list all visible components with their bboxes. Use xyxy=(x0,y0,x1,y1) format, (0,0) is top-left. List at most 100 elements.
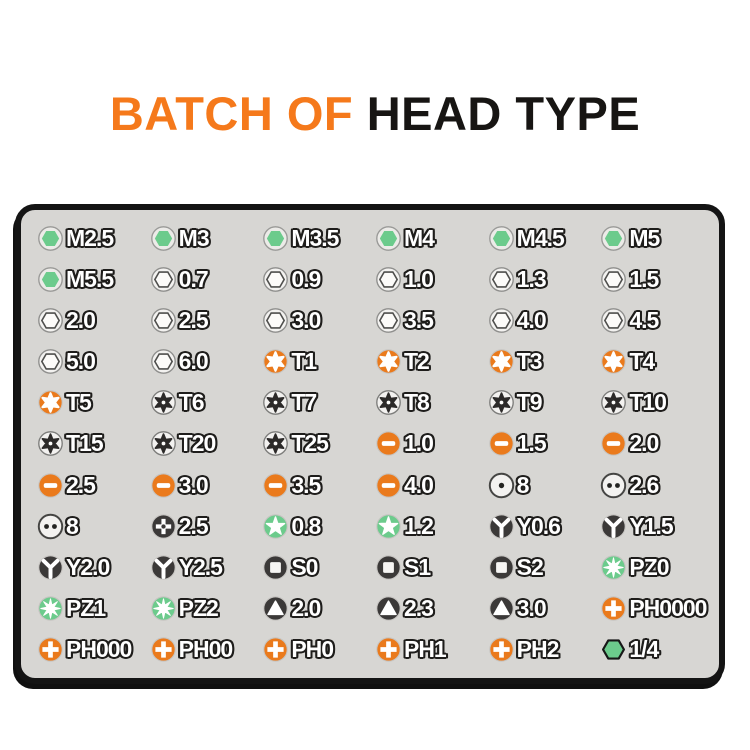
bit-label: 3.0 xyxy=(516,594,547,621)
triwing-dark-icon xyxy=(150,554,177,581)
pozi-green-icon xyxy=(37,595,64,622)
bit-label: 1.0 xyxy=(403,430,434,457)
bit-label: 4.5 xyxy=(629,307,659,334)
bit-item: 0.9 xyxy=(262,259,375,300)
bit-item: PZ2 xyxy=(150,588,263,629)
bit-label: 1.5 xyxy=(629,266,659,293)
torx-black-icon xyxy=(150,430,177,457)
bit-item: PH0000 xyxy=(600,588,713,629)
bit-label: PH0 xyxy=(291,635,334,662)
bit-label: PH00 xyxy=(178,635,234,662)
bit-item: 2.3 xyxy=(375,588,488,629)
bit-label: 3.5 xyxy=(403,307,434,334)
bit-item: PH0 xyxy=(262,629,375,670)
bit-item: T25 xyxy=(262,423,375,464)
torx-orange-icon xyxy=(375,348,402,375)
triwing-dark-icon xyxy=(488,513,515,540)
bit-label: T25 xyxy=(291,430,329,457)
bit-label: 3.5 xyxy=(291,471,321,498)
bit-item: T4 xyxy=(600,341,713,382)
bit-item: 2.0 xyxy=(262,588,375,629)
square-dark-icon xyxy=(375,554,402,581)
page-title: BATCH OF HEAD TYPE xyxy=(0,86,750,141)
bit-label: 2.6 xyxy=(629,471,659,498)
slot-orange-icon xyxy=(375,430,402,457)
bit-item: 3.0 xyxy=(150,465,263,506)
bit-item: PH00 xyxy=(150,629,263,670)
slot-orange-icon xyxy=(600,430,627,457)
bit-item: 0.7 xyxy=(150,259,263,300)
bit-item: 2.5 xyxy=(37,465,150,506)
phillips-orange-icon xyxy=(600,595,627,622)
hex-white-icon xyxy=(375,266,402,293)
bit-label: T6 xyxy=(178,389,205,416)
bit-item: T3 xyxy=(488,341,601,382)
bit-item: 1.2 xyxy=(375,506,488,547)
slot-orange-icon xyxy=(488,430,515,457)
bit-item: 2.5 xyxy=(150,300,263,341)
hex-white-icon xyxy=(262,307,289,334)
bit-item: 4.5 xyxy=(600,300,713,341)
hex-white-icon xyxy=(488,307,515,334)
torx-orange-icon xyxy=(262,348,289,375)
triwing-dark-icon xyxy=(600,513,627,540)
bit-label: 0.8 xyxy=(291,512,321,539)
bit-label: M3 xyxy=(178,225,210,252)
bit-item: T6 xyxy=(150,382,263,423)
hex-white-icon xyxy=(262,266,289,293)
torx-orange-icon xyxy=(600,348,627,375)
bit-item: M4.5 xyxy=(488,218,601,259)
bit-label: T7 xyxy=(291,389,317,416)
bit-item: 4.0 xyxy=(488,300,601,341)
bit-item: 2.0 xyxy=(37,300,150,341)
hex-green-icon xyxy=(600,225,627,252)
torx-black-icon xyxy=(600,389,627,416)
bit-item: M3 xyxy=(150,218,263,259)
bit-label: Y1.5 xyxy=(629,512,673,539)
bit-label: T3 xyxy=(516,348,543,375)
hex-white-icon xyxy=(488,266,515,293)
slot-orange-icon xyxy=(150,472,177,499)
bit-label: PZ1 xyxy=(66,594,106,621)
star5-green-icon xyxy=(262,513,289,540)
bit-label: 2.3 xyxy=(403,594,434,621)
bit-label: 5.0 xyxy=(66,348,96,375)
bit-label: Y2.0 xyxy=(66,553,110,580)
bit-label: S1 xyxy=(403,553,431,580)
bit-item: PZ0 xyxy=(600,547,713,588)
bit-label: 3.0 xyxy=(178,471,209,498)
bit-label: T10 xyxy=(629,389,667,416)
bit-item: 1.5 xyxy=(600,259,713,300)
bit-item: 1.0 xyxy=(375,423,488,464)
bit-label: PH1 xyxy=(403,635,447,662)
hex-white-icon xyxy=(600,266,627,293)
bit-item: 6.0 xyxy=(150,341,263,382)
bit-item: PH1 xyxy=(375,629,488,670)
torx-black-icon xyxy=(37,430,64,457)
hex-green-icon xyxy=(262,225,289,252)
phillips-orange-icon xyxy=(262,636,289,663)
bit-item: 3.5 xyxy=(375,300,488,341)
bit-item: 2.6 xyxy=(600,465,713,506)
bit-item: PH2 xyxy=(488,629,601,670)
bit-label: Y2.5 xyxy=(178,553,223,580)
hex-white-icon xyxy=(600,307,627,334)
bit-item: T1 xyxy=(262,341,375,382)
bit-item: M5 xyxy=(600,218,713,259)
slot-orange-icon xyxy=(375,472,402,499)
bit-label: T8 xyxy=(403,389,430,416)
bit-label: T1 xyxy=(291,348,317,375)
bit-label: 4.0 xyxy=(516,307,547,334)
bit-item: M3.5 xyxy=(262,218,375,259)
triangle-dark-icon xyxy=(375,595,402,622)
bit-item: Y2.5 xyxy=(150,547,263,588)
bit-item: M2.5 xyxy=(37,218,150,259)
hex-white-icon xyxy=(37,348,64,375)
bit-label: T5 xyxy=(66,389,92,416)
bit-label: 2.5 xyxy=(178,307,209,334)
bit-item: Y2.0 xyxy=(37,547,150,588)
bit-label: T9 xyxy=(516,389,543,416)
bit-label: 0.7 xyxy=(178,266,209,293)
torx-black-icon xyxy=(262,430,289,457)
